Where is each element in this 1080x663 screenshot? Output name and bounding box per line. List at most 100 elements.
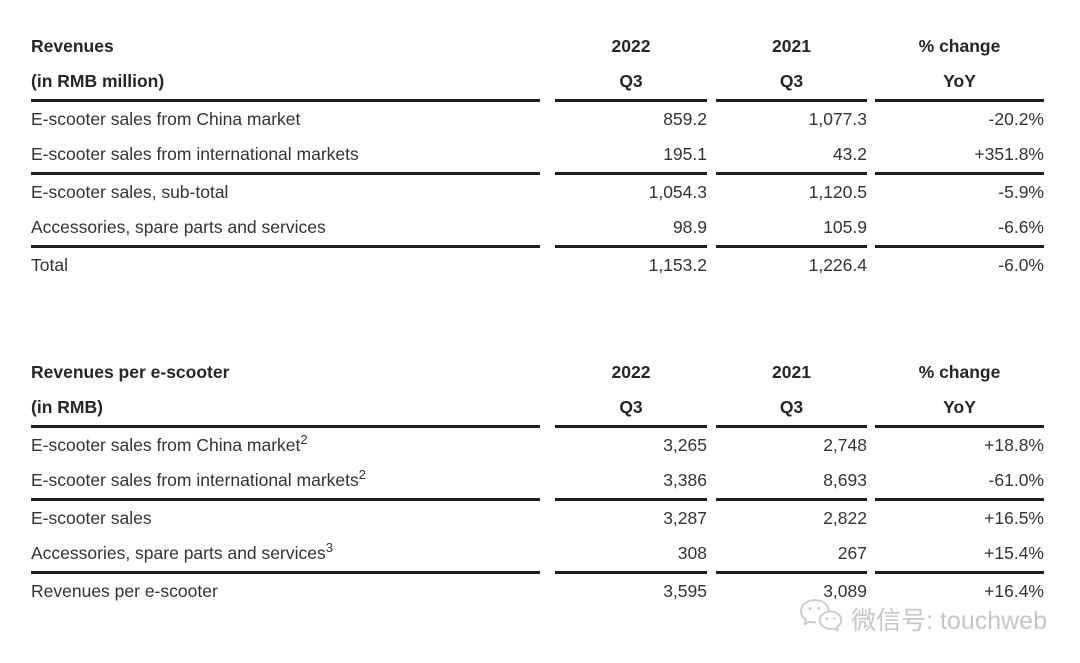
value-2022: 3,386 [663, 470, 707, 490]
row-label: E-scooter sales from international marke… [31, 463, 555, 498]
table-row-total: Revenues per e-scooter 3,595 3,089 +16.4… [31, 574, 1044, 609]
revenues-table-title: Revenues [31, 36, 114, 56]
table-row: E-scooter sales, sub-total 1,054.3 1,120… [31, 175, 1044, 210]
rule-segment [555, 99, 707, 102]
row-label-text: E-scooter sales from China market [31, 435, 301, 455]
value-2022: 1,153.2 [648, 255, 707, 275]
value-change: -61.0% [988, 470, 1044, 490]
footnote-marker: 2 [358, 467, 367, 482]
value-2021: 43.2 [832, 144, 867, 164]
value-2021: 105.9 [823, 217, 867, 237]
row-label-text: E-scooter sales from international marke… [31, 470, 359, 490]
value-change: -5.9% [998, 182, 1044, 202]
table-row: E-scooter sales from international marke… [31, 137, 1044, 172]
col-2022-subheader: Q3 [619, 397, 643, 417]
value-change: -6.0% [998, 255, 1044, 275]
value-2022: 1,054.3 [648, 182, 707, 202]
header-rule [31, 425, 1044, 428]
table-row: E-scooter sales 3,287 2,822 +16.5% [31, 501, 1044, 536]
value-2022: 3,287 [663, 508, 707, 528]
row-label-text: E-scooter sales from international marke… [31, 144, 359, 164]
revenues-table-subtitle: (in RMB million) [31, 71, 165, 91]
value-change: +16.5% [984, 508, 1044, 528]
rule-segment [716, 571, 867, 574]
table-row: E-scooter sales from China market 859.2 … [31, 102, 1044, 137]
value-2022: 859.2 [663, 109, 707, 129]
row-label: Total [31, 248, 555, 283]
per-escooter-header-line1: Revenues per e-scooter 2022 2021 % chang… [31, 355, 1044, 390]
per-escooter-table-title: Revenues per e-scooter [31, 362, 230, 382]
value-2021: 2,748 [823, 435, 867, 455]
section-rule [31, 245, 1044, 248]
rule-segment [875, 425, 1044, 428]
rule-segment [875, 99, 1044, 102]
rule-segment [716, 498, 867, 501]
row-label-text: Accessories, spare parts and services [31, 543, 326, 563]
table-row-total: Total 1,153.2 1,226.4 -6.0% [31, 248, 1044, 283]
per-escooter-table-subtitle: (in RMB) [31, 397, 103, 417]
rule-segment [555, 425, 707, 428]
col-2021-subheader: Q3 [779, 397, 804, 417]
rule-segment [31, 245, 540, 248]
col-change-header: % change [918, 36, 1001, 56]
col-2022-subheader: Q3 [619, 71, 643, 91]
value-2022: 3,595 [663, 581, 707, 601]
value-change: -6.6% [998, 217, 1044, 237]
footnote-marker: 2 [300, 432, 308, 447]
row-label: Accessories, spare parts and services [31, 210, 555, 245]
value-change: -20.2% [988, 109, 1044, 129]
row-label: E-scooter sales, sub-total [31, 175, 555, 210]
value-2021: 3,089 [823, 581, 867, 601]
col-2021-header: 2021 [772, 362, 811, 382]
row-label: E-scooter sales from China market2 [31, 428, 555, 463]
section-rule [31, 172, 1044, 175]
rule-segment [31, 172, 540, 175]
rule-segment [31, 99, 540, 102]
table-row: E-scooter sales from China market2 3,265… [31, 428, 1044, 463]
header-rule [31, 99, 1044, 102]
value-change: +15.4% [984, 543, 1044, 563]
row-label: E-scooter sales from China market [31, 102, 555, 137]
row-label-text: E-scooter sales [31, 508, 152, 528]
value-2022: 3,265 [663, 435, 707, 455]
col-2022-header: 2022 [611, 362, 651, 382]
value-change: +18.8% [984, 435, 1044, 455]
watermark: 微信号: touchweb [798, 597, 1047, 640]
table-row: E-scooter sales from international marke… [31, 463, 1044, 498]
value-2021: 1,120.5 [808, 182, 867, 202]
rule-segment [31, 498, 540, 501]
rule-segment [875, 245, 1044, 248]
per-escooter-header-line2: (in RMB) Q3 Q3 YoY [31, 390, 1044, 425]
row-label-text: Revenues per e-scooter [31, 581, 218, 601]
rule-segment [716, 172, 867, 175]
rule-segment [875, 571, 1044, 574]
row-label-text: E-scooter sales from China market [31, 109, 301, 129]
value-change: +351.8% [974, 144, 1044, 164]
col-2021-header: 2021 [772, 36, 811, 56]
col-change-subheader: YoY [943, 397, 976, 417]
value-2022: 195.1 [663, 144, 707, 164]
rule-segment [555, 571, 707, 574]
value-2021: 2,822 [823, 508, 867, 528]
table-row: Accessories, spare parts and services 98… [31, 210, 1044, 245]
revenues-per-escooter-table: Revenues per e-scooter 2022 2021 % chang… [31, 355, 1044, 609]
row-label-text: E-scooter sales, sub-total [31, 182, 229, 202]
rule-segment [555, 245, 707, 248]
rule-segment [875, 498, 1044, 501]
row-label-text: Accessories, spare parts and services [31, 217, 326, 237]
row-label: Revenues per e-scooter [31, 574, 555, 609]
col-2021-subheader: Q3 [779, 71, 804, 91]
section-rule [31, 498, 1044, 501]
section-rule [31, 571, 1044, 574]
rule-segment [716, 425, 867, 428]
rule-segment [875, 172, 1044, 175]
value-2022: 98.9 [672, 217, 707, 237]
value-2021: 267 [837, 543, 867, 563]
value-2021: 8,693 [823, 470, 867, 490]
value-2021: 1,077.3 [808, 109, 867, 129]
rule-segment [31, 571, 540, 574]
row-label-text: Total [31, 255, 68, 275]
revenues-table: Revenues 2022 2021 % change (in RMB mill… [31, 29, 1044, 283]
table-row: Accessories, spare parts and services3 3… [31, 536, 1044, 571]
